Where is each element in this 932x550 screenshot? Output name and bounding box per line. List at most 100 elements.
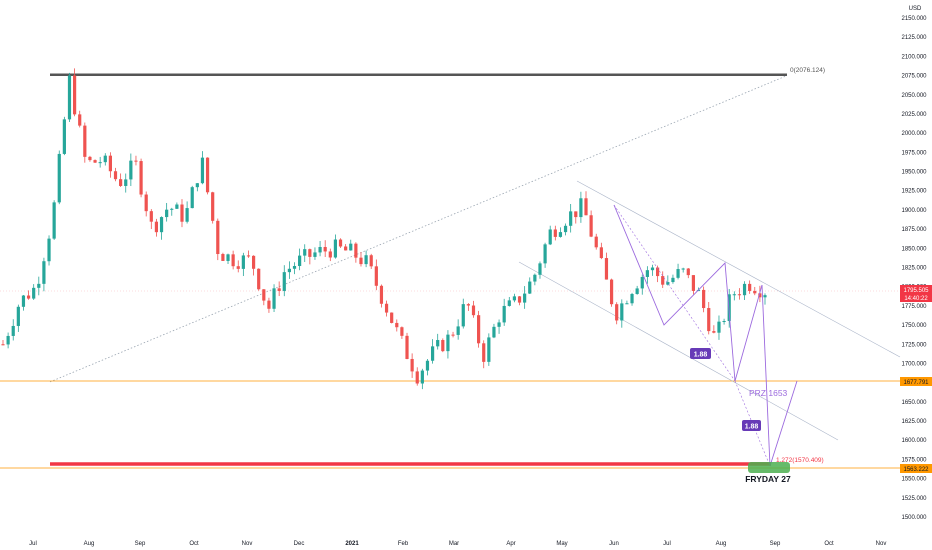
- candle-body: [287, 268, 291, 273]
- y-tick-label: 1625.000: [901, 419, 927, 425]
- x-tick-label: Apr: [506, 541, 515, 547]
- harmonic-pattern: [613, 204, 798, 467]
- candle-body: [666, 282, 670, 285]
- time-axis[interactable]: Jul Aug Sep Oct Nov Dec 2021 Feb Mar Apr May Jun Jul…: [29, 541, 886, 547]
- candle-body: [691, 275, 696, 291]
- top-level-label: 0(2076.124): [790, 67, 825, 74]
- y-tick-label: 1900.000: [901, 208, 927, 214]
- y-tick-label: 2000.000: [901, 131, 927, 137]
- y-tick-label: 1925.000: [901, 189, 927, 195]
- candle-body: [487, 337, 491, 362]
- x-tick-label: Nov: [242, 541, 253, 547]
- support-level-text: 1677.791: [903, 380, 929, 386]
- target-label: FRYDAY 27: [745, 474, 791, 484]
- candle-body: [42, 261, 46, 284]
- candle-body: [538, 263, 542, 275]
- candle-body: [67, 75, 72, 120]
- candle-body: [712, 331, 716, 333]
- candle-body: [732, 294, 736, 296]
- candle-body: [205, 157, 210, 193]
- candle-body: [451, 334, 455, 336]
- y-tick-label: 1750.000: [901, 323, 927, 329]
- y-tick-label: 1525.000: [901, 496, 927, 502]
- candle-body: [21, 295, 26, 307]
- ratio-badge-2[interactable]: [742, 420, 761, 431]
- candle-body: [461, 304, 465, 327]
- candle-body: [11, 325, 15, 336]
- candle-body: [211, 192, 215, 221]
- candle-body: [395, 322, 399, 328]
- candle-body: [599, 247, 603, 259]
- ratio-badge-1[interactable]: [690, 348, 711, 359]
- candle-body: [492, 326, 496, 338]
- x-tick-label: Oct: [189, 541, 199, 547]
- candle-body: [533, 274, 537, 282]
- candle-body: [604, 258, 609, 280]
- candle-body: [272, 288, 276, 309]
- candle-body: [277, 288, 281, 291]
- candle-body: [298, 255, 302, 267]
- x-tick-label: May: [556, 541, 567, 547]
- candle-body: [221, 254, 225, 261]
- candle-body: [32, 287, 36, 299]
- candle-body: [563, 225, 568, 233]
- target-zone-box[interactable]: [748, 462, 790, 473]
- candle-body: [446, 334, 450, 352]
- candle-body: [456, 326, 460, 335]
- candle-body: [425, 360, 430, 371]
- y-tick-label: 2075.000: [901, 74, 927, 80]
- candle-body: [16, 306, 20, 326]
- candle-body: [349, 243, 353, 251]
- candle-body: [6, 335, 10, 345]
- x-tick-label: Dec: [294, 541, 305, 547]
- target-level-text: 1563.222: [903, 467, 929, 473]
- candle-body: [625, 303, 629, 305]
- candle-body: [119, 179, 123, 186]
- candle-body: [558, 232, 563, 237]
- y-tick-label: 1875.000: [901, 227, 927, 233]
- candle-body: [323, 246, 327, 252]
- candle-body: [640, 276, 644, 289]
- candle-body: [303, 249, 307, 256]
- candle-body: [159, 217, 164, 233]
- xd-leg: [613, 204, 736, 382]
- candle-body: [185, 208, 189, 222]
- candle-body: [594, 236, 598, 248]
- candle-body: [482, 343, 486, 362]
- candle-body: [282, 272, 286, 291]
- candle-body: [308, 249, 312, 257]
- last-price-badge: [900, 285, 932, 302]
- candle-body: [441, 340, 445, 352]
- x-tick-label: Jun: [609, 541, 619, 547]
- candle-body: [379, 285, 384, 304]
- chart-annotations: 0(2076.124) 1.272(1570.409) PRZ 1653 1.8…: [690, 67, 825, 484]
- price-axis[interactable]: USD 2150.000 2125.000 2100.000 2075.000 2050…: [901, 6, 927, 521]
- candle-body: [609, 279, 614, 305]
- candle-body: [420, 370, 424, 384]
- y-tick-label: 1500.000: [901, 515, 927, 521]
- candle-body: [52, 202, 56, 239]
- candle-body: [507, 300, 511, 306]
- y-tick-label: 1725.000: [901, 342, 927, 348]
- y-tick-label: 2125.000: [901, 35, 927, 41]
- candle-body: [548, 229, 552, 245]
- candle-body: [737, 294, 742, 296]
- candle-body: [574, 211, 578, 218]
- y-tick-label: 1950.000: [901, 170, 927, 176]
- candle-body: [517, 296, 522, 303]
- candle-body: [384, 303, 389, 313]
- candle-body: [671, 277, 675, 283]
- candle-body: [154, 221, 159, 233]
- candle-body: [165, 209, 169, 218]
- candle-body: [415, 371, 419, 384]
- candle-body: [195, 183, 199, 188]
- candle-body: [702, 289, 706, 309]
- candle-body: [645, 270, 649, 277]
- candle-body: [686, 268, 690, 276]
- candle-body: [37, 283, 41, 288]
- candle-body: [98, 162, 102, 164]
- y-tick-label: 1975.000: [901, 150, 927, 156]
- ratio-badge-1-text: 1.88: [694, 352, 708, 359]
- x-tick-label: Jul: [29, 541, 37, 547]
